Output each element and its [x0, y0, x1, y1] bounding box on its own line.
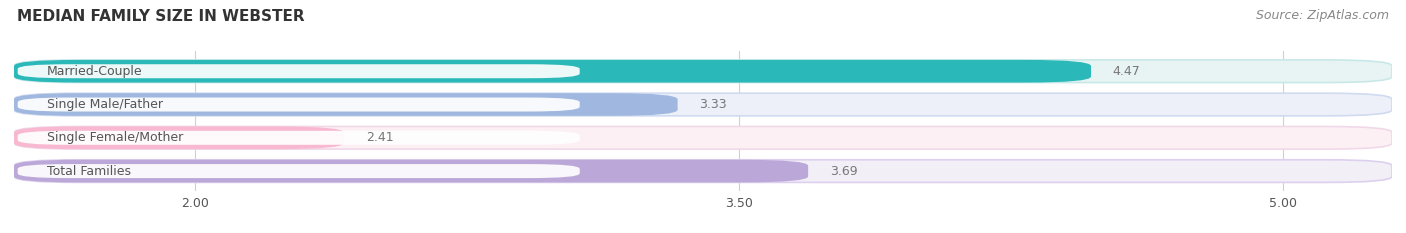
FancyBboxPatch shape — [18, 98, 579, 112]
FancyBboxPatch shape — [18, 64, 579, 78]
Text: Source: ZipAtlas.com: Source: ZipAtlas.com — [1256, 9, 1389, 22]
FancyBboxPatch shape — [14, 60, 1392, 82]
FancyBboxPatch shape — [14, 60, 1091, 82]
FancyBboxPatch shape — [14, 93, 678, 116]
FancyBboxPatch shape — [14, 93, 1392, 116]
Text: 2.41: 2.41 — [366, 131, 394, 144]
FancyBboxPatch shape — [14, 127, 344, 149]
FancyBboxPatch shape — [14, 160, 1392, 182]
FancyBboxPatch shape — [18, 131, 579, 145]
FancyBboxPatch shape — [18, 164, 579, 178]
Text: Single Male/Father: Single Male/Father — [46, 98, 163, 111]
Text: MEDIAN FAMILY SIZE IN WEBSTER: MEDIAN FAMILY SIZE IN WEBSTER — [17, 9, 305, 24]
FancyBboxPatch shape — [14, 160, 808, 182]
Text: Single Female/Mother: Single Female/Mother — [46, 131, 183, 144]
Text: 3.69: 3.69 — [830, 164, 858, 178]
FancyBboxPatch shape — [14, 127, 1392, 149]
Text: Married-Couple: Married-Couple — [46, 65, 142, 78]
Text: Total Families: Total Families — [46, 164, 131, 178]
Text: 3.33: 3.33 — [699, 98, 727, 111]
Text: 4.47: 4.47 — [1112, 65, 1140, 78]
